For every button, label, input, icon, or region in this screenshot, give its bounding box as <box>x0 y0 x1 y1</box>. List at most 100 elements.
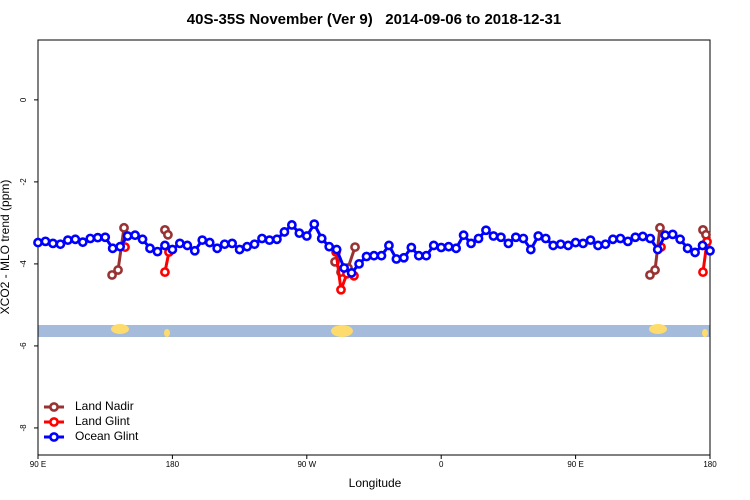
point <box>466 238 476 249</box>
point <box>660 230 671 241</box>
point <box>316 233 327 244</box>
point <box>698 267 708 278</box>
point <box>182 240 193 251</box>
chart-title: 40S-35S November (Ver 9) 2014-09-06 to 2… <box>187 11 561 28</box>
point <box>249 239 260 250</box>
point <box>436 242 447 253</box>
series-line <box>37 221 711 275</box>
point <box>309 219 320 230</box>
point <box>451 243 462 254</box>
x-tick-label: 90 E <box>30 460 46 469</box>
point <box>55 239 66 250</box>
point <box>40 236 51 247</box>
point <box>690 247 700 258</box>
point <box>286 220 297 230</box>
point <box>336 284 346 295</box>
point <box>361 251 372 262</box>
point <box>443 241 454 252</box>
point <box>622 236 633 247</box>
point <box>421 250 432 261</box>
point <box>70 234 81 245</box>
land-blob <box>649 324 667 334</box>
point <box>163 229 173 240</box>
point <box>346 268 357 278</box>
point <box>608 234 618 245</box>
point <box>227 238 238 249</box>
x-axis-label: Longitude <box>349 476 402 490</box>
land-blob <box>111 324 129 334</box>
point <box>354 259 364 269</box>
land-blob <box>164 329 170 337</box>
legend-label: Land Nadir <box>75 399 134 413</box>
point <box>600 239 611 250</box>
point <box>369 250 379 261</box>
point <box>48 238 58 249</box>
point <box>645 233 656 244</box>
point <box>137 234 148 245</box>
y-tick-label: 0 <box>19 97 28 102</box>
point <box>593 240 603 251</box>
legend-label: Land Glint <box>75 414 130 428</box>
point <box>219 239 230 250</box>
point <box>563 240 574 251</box>
point <box>294 228 305 239</box>
point <box>488 231 499 241</box>
point <box>174 238 185 249</box>
point <box>33 237 43 248</box>
point <box>107 270 117 280</box>
point <box>655 222 665 233</box>
legend-marker <box>49 402 59 412</box>
point <box>697 240 708 251</box>
point <box>119 222 129 233</box>
point <box>376 250 387 261</box>
point <box>540 233 551 244</box>
point <box>115 241 126 252</box>
point <box>339 263 350 273</box>
point <box>279 227 290 237</box>
point <box>682 243 693 254</box>
land-blob <box>702 329 708 337</box>
point <box>391 254 402 264</box>
point <box>428 240 439 251</box>
x-tick-label: 180 <box>166 460 180 469</box>
point <box>145 243 155 254</box>
point <box>204 237 215 248</box>
point <box>525 244 536 255</box>
point <box>257 233 267 244</box>
point <box>85 233 96 244</box>
point <box>570 237 581 248</box>
y-tick-label: -2 <box>19 178 28 186</box>
point <box>630 232 641 243</box>
legend-label: Ocean Glint <box>75 429 139 443</box>
point <box>413 250 424 261</box>
x-tick-label: 0 <box>439 460 444 469</box>
point <box>533 231 544 241</box>
point <box>548 240 559 251</box>
point <box>160 267 170 278</box>
point <box>615 233 626 244</box>
point <box>585 235 596 246</box>
point <box>406 242 417 253</box>
point <box>100 232 111 243</box>
point <box>264 235 275 246</box>
point <box>212 243 223 254</box>
legend-marker <box>49 417 59 427</box>
point <box>384 240 394 251</box>
point <box>197 235 208 246</box>
point <box>650 265 660 275</box>
point <box>113 265 123 275</box>
y-tick-label: -8 <box>19 424 28 432</box>
point <box>189 245 200 256</box>
point <box>518 233 529 244</box>
x-tick-label: 180 <box>703 460 717 469</box>
point <box>242 241 252 252</box>
point <box>652 244 663 255</box>
point <box>510 232 521 243</box>
point <box>301 231 312 241</box>
point <box>473 233 484 244</box>
x-tick-label: 90 E <box>567 460 583 469</box>
ocean-strip <box>38 325 710 337</box>
point <box>272 234 282 245</box>
